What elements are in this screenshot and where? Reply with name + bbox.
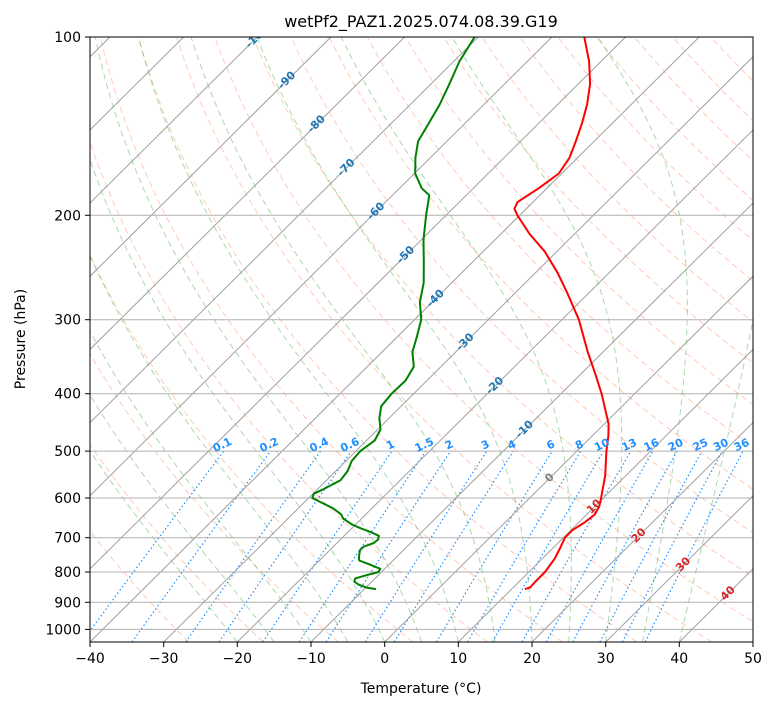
dry-adiabats [90, 37, 753, 642]
plot-area: 0.10.20.40.611.52346810131620253036-100-… [89, 36, 754, 643]
plot-frame [89, 36, 754, 643]
isotherm-line-5 [90, 37, 258, 204]
mixing-ratio-line-8 [393, 450, 514, 642]
isotherm-line-10 [90, 37, 626, 570]
chart-title: wetPf2_PAZ1.2025.074.08.39.G19 [284, 12, 558, 32]
dry-adiabat-line-14 [443, 37, 753, 364]
x-tick-label-4: 0 [380, 651, 389, 667]
x-tick-label-9: 50 [744, 651, 762, 667]
x-axis-title: Temperature (°C) [360, 681, 482, 697]
dry-adiabat-line-0 [90, 530, 190, 642]
mixing-ratio-label-11: 10 [592, 436, 612, 454]
dry-adiabat-line-1 [90, 443, 264, 642]
x-tick-label-7: 30 [597, 651, 615, 667]
isotherm-line-11 [90, 37, 700, 642]
isotherm-line-12 [163, 56, 753, 642]
mixing-ratio-line-12 [521, 450, 632, 642]
y-tick-label-6: 700 [54, 531, 81, 547]
dry-adiabat-line-3 [90, 254, 414, 642]
isotherm-line-7 [90, 37, 405, 351]
mixing-ratio-line-11 [491, 450, 605, 642]
moist-adiabat-line-9 [340, 37, 572, 642]
sounding-series [311, 37, 610, 591]
isotherm-line-6 [90, 37, 332, 277]
mixing-ratio-label-14: 20 [666, 436, 686, 454]
y-tick-label-4: 500 [54, 444, 81, 460]
y-tick-label-7: 800 [54, 565, 81, 581]
x-tick-label-0: −40 [75, 651, 105, 667]
isotherm-line-15 [384, 275, 753, 642]
isotherm-line-17 [531, 421, 753, 642]
mixing-ratio-line-1 [131, 450, 272, 642]
y-tick-label-8: 900 [54, 595, 81, 611]
dry-adiabat-line-6 [137, 37, 638, 642]
dry-adiabat-line-8 [214, 37, 753, 623]
y-axis-title: Pressure (hPa) [13, 289, 29, 389]
mixing-ratio-line-2 [185, 450, 322, 642]
mixing-ratio-line-10 [466, 450, 582, 642]
mixing-ratio-line-3 [218, 450, 352, 642]
mixing-ratio-line-9 [435, 450, 553, 642]
mixing-ratio-label-12: 13 [620, 436, 639, 454]
dry-adiabat-line-18 [595, 37, 753, 202]
y-tick-label-9: 1000 [45, 622, 81, 638]
x-tick-label-2: −20 [223, 651, 253, 667]
isotherm-line-13 [236, 129, 753, 642]
dry-adiabat-line-13 [405, 37, 753, 406]
dry-adiabat-line-7 [176, 37, 712, 642]
moist-adiabat-line-5 [94, 37, 422, 642]
isotherm-lines [90, 37, 753, 642]
mixing-ratio-label-13: 16 [642, 436, 662, 454]
moist-adiabat-line-10 [451, 37, 623, 642]
y-tick-label-3: 400 [54, 387, 81, 403]
dewpoint-profile-line [311, 37, 476, 591]
isotherm-line-8 [90, 37, 479, 424]
dry-adiabat-line-9 [252, 37, 753, 578]
y-tick-label-5: 600 [54, 491, 81, 507]
moist-adiabat-line-2 [90, 330, 312, 642]
x-axis: −40 −30 −20 −10 0 10 20 30 40 50 [75, 642, 762, 667]
x-tick-label-5: 10 [449, 651, 467, 667]
dry-adiabat-line-12 [366, 37, 753, 448]
mixing-ratio-label-17: 36 [732, 436, 752, 454]
dry-adiabat-line-17 [557, 37, 753, 242]
temperature-profile-line [513, 37, 610, 591]
mixing-ratio-label-16: 30 [711, 436, 731, 454]
moist-adiabat-line-6 [137, 37, 459, 642]
mixing-ratio-line-7 [364, 450, 488, 642]
moist-adiabat-line-8 [256, 37, 533, 642]
isotherm-line-14 [310, 202, 753, 642]
mixing-ratio-line-15 [599, 450, 703, 642]
x-tick-label-8: 40 [670, 651, 688, 667]
mixing-ratio-label-15: 25 [691, 436, 710, 454]
y-tick-label-2: 300 [54, 313, 81, 329]
pressure-gridlines [90, 37, 753, 630]
moist-adiabat-line-11 [597, 37, 688, 642]
y-tick-label-1: 200 [54, 208, 81, 224]
isotherm-line-18 [605, 495, 753, 642]
dry-adiabat-line-15 [481, 37, 753, 323]
moist-adiabat-line-4 [90, 158, 386, 642]
isotherm-line-16 [457, 348, 753, 642]
x-tick-label-6: 20 [523, 651, 541, 667]
dry-adiabat-line-10 [290, 37, 753, 534]
x-tick-label-3: −10 [296, 651, 326, 667]
mixing-ratio-line-14 [572, 450, 678, 642]
dry-adiabat-line-5 [99, 37, 563, 642]
y-axis: 100 200 300 400 500 600 700 800 900 1000 [45, 30, 90, 638]
x-tick-label-1: −30 [149, 651, 179, 667]
moist-adiabat-line-12 [678, 316, 753, 642]
dry-adiabat-line-11 [328, 37, 753, 491]
isotherm-line-9 [90, 37, 553, 497]
moist-adiabat-line-7 [190, 37, 496, 642]
y-tick-label-0: 100 [54, 30, 81, 46]
